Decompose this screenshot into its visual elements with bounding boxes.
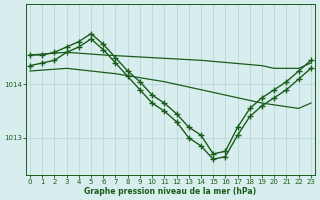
- X-axis label: Graphe pression niveau de la mer (hPa): Graphe pression niveau de la mer (hPa): [84, 187, 257, 196]
